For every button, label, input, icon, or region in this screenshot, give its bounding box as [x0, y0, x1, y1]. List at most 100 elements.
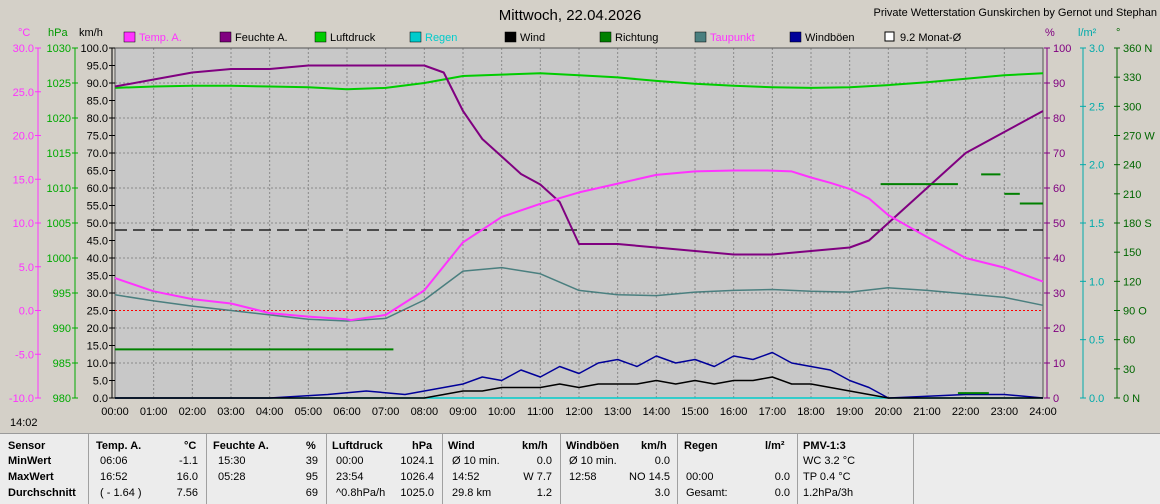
axis-tick-label-pressure: 995 — [53, 288, 71, 300]
x-tick-label: 01:00 — [140, 406, 168, 418]
axis-tick-label-humidity: 100 — [1053, 43, 1071, 55]
stats-maxwert-pmv: TP 0.4 °C — [803, 471, 851, 483]
stats-minwert-pres-t: 00:00 — [336, 455, 364, 467]
axis-tick-label-direction: 270 W — [1123, 131, 1155, 143]
stats-header-rain: Regen — [684, 440, 718, 452]
stats-durchschnitt-rain-t: Gesamt: — [686, 487, 728, 499]
legend-label-rain: Regen — [425, 32, 457, 44]
x-tick-label: 20:00 — [875, 406, 903, 418]
axis-tick-label-wind: 5.0 — [93, 376, 108, 388]
stats-maxwert-label: MaxWert — [8, 471, 54, 483]
axis-tick-label-temp: 10.0 — [13, 218, 34, 230]
series-line-wind — [115, 376, 1043, 399]
axis-tick-label-rain: 2.0 — [1089, 160, 1104, 172]
stats-durchschnitt-wind-v: 1.2 — [536, 487, 552, 499]
axis-tick-label-rain: 0.5 — [1089, 335, 1104, 347]
statistics-table: Sensor Temp. A. °C Feuchte A. % Luftdruc… — [0, 433, 1160, 504]
stats-divider — [913, 434, 914, 504]
stats-minwert-pres-v: 1024.1 — [400, 455, 434, 467]
stats-maxwert-gust-t: 12:58 — [569, 471, 597, 483]
axis-tick-label-wind: 30.0 — [87, 288, 108, 300]
axes: -10.0 -5.0 0.0 5.0 10.0 15.0 20.0 25.0 30.0 980 98… — [9, 43, 1155, 405]
legend-swatch-wind — [504, 31, 517, 43]
stats-header-pres-unit: hPa — [412, 440, 433, 452]
axis-tick-label-temp: 5.0 — [19, 262, 34, 274]
legend-label-temp: Temp. A. — [139, 32, 182, 44]
x-tick-label: 06:00 — [333, 406, 361, 418]
axis-tick-label-direction: 120 — [1123, 276, 1141, 288]
stats-maxwert-rain-t: 00:00 — [686, 471, 714, 483]
axis-tick-label-wind: 65.0 — [87, 166, 108, 178]
axis-tick-label-wind: 50.0 — [87, 218, 108, 230]
axis-tick-label-humidity: 20 — [1053, 323, 1065, 335]
stats-minwert-gust-v: 0.0 — [654, 455, 670, 467]
x-tick-label: 02:00 — [179, 406, 207, 418]
stats-durchschnitt-wind-t: 29.8 km — [452, 487, 492, 499]
axis-tick-label-pressure: 1030 — [47, 43, 71, 55]
stats-maxwert-wind-t: 14:52 — [452, 471, 480, 483]
axis-tick-label-humidity: 60 — [1053, 183, 1065, 195]
axis-tick-label-direction: 60 — [1123, 335, 1135, 347]
axis-tick-label-direction: 0 N — [1123, 393, 1140, 405]
x-tick-label: 19:00 — [836, 406, 864, 418]
legend-label-month: 9.2 Monat-Ø — [900, 32, 962, 44]
axis-tick-label-wind: 60.0 — [87, 183, 108, 195]
axis-tick-label-wind: 85.0 — [87, 96, 108, 108]
axis-tick-label-temp: 15.0 — [13, 174, 34, 186]
unit-rain: l/m² — [1078, 27, 1097, 39]
axis-tick-label-pressure: 980 — [53, 393, 71, 405]
axis-tick-label-rain: 2.5 — [1089, 101, 1104, 113]
unit-temp: °C — [18, 27, 30, 39]
stats-divider — [560, 434, 561, 504]
legend-label-hum: Feuchte A. — [235, 32, 288, 44]
stats-divider — [797, 434, 798, 504]
stats-maxwert-temp-t: 16:52 — [100, 471, 128, 483]
axis-tick-label-pressure: 1015 — [47, 148, 71, 160]
stats-header-temp: Temp. A. — [96, 440, 142, 452]
x-tick-label: 21:00 — [913, 406, 941, 418]
stats-maxwert-rain-v: 0.0 — [774, 471, 790, 483]
stats-minwert-hum-t: 15:30 — [218, 455, 246, 467]
stats-durchschnitt-temp-v: 7.56 — [176, 487, 198, 499]
axis-tick-label-wind: 20.0 — [87, 323, 108, 335]
stats-minwert-pmv: WC 3.2 °C — [803, 455, 856, 467]
axis-tick-label-wind: 10.0 — [87, 358, 108, 370]
unit-labels: °C hPa km/h % l/m² ° — [18, 27, 1120, 39]
stats-header-pmv: PMV-1:3 — [803, 440, 846, 452]
axis-tick-label-wind: 35.0 — [87, 271, 108, 283]
axis-tick-label-pressure: 1005 — [47, 218, 71, 230]
axis-tick-label-rain: 3.0 — [1089, 43, 1104, 55]
legend-swatch-gust — [789, 31, 802, 43]
axis-tick-label-direction: 330 — [1123, 72, 1141, 84]
legend-label-dir: Richtung — [615, 32, 658, 44]
x-tick-label: 23:00 — [991, 406, 1019, 418]
legend-label-pres: Luftdruck — [330, 32, 376, 44]
series-line-windböen — [115, 351, 1044, 399]
series-line-feuchte-a- — [114, 64, 1044, 256]
axis-tick-label-humidity: 10 — [1053, 358, 1065, 370]
axis-tick-label-wind: 100.0 — [80, 43, 108, 55]
axis-tick-label-direction: 300 — [1123, 101, 1141, 113]
axis-tick-label-wind: 45.0 — [87, 236, 108, 248]
axis-tick-label-wind: 95.0 — [87, 61, 108, 73]
series-line-temp-a- — [114, 169, 1044, 322]
stats-minwert-temp-t: 06:06 — [100, 455, 128, 467]
axis-tick-label-humidity: 40 — [1053, 253, 1065, 265]
x-tick-label: 16:00 — [720, 406, 748, 418]
stats-minwert-wind-t: Ø 10 min. — [452, 455, 500, 467]
axis-tick-label-pressure: 1020 — [47, 113, 71, 125]
stats-maxwert-pres-t: 23:54 — [336, 471, 364, 483]
legend-swatch-temp — [123, 31, 136, 43]
axis-tick-label-temp: 20.0 — [13, 131, 34, 143]
axis-tick-label-wind: 40.0 — [87, 253, 108, 265]
axis-tick-label-humidity: 80 — [1053, 113, 1065, 125]
x-tick-label: 18:00 — [797, 406, 825, 418]
stats-header-wind-unit: km/h — [522, 440, 548, 452]
x-tick-label: 09:00 — [449, 406, 477, 418]
legend-swatch-month — [884, 31, 895, 42]
stats-durchschnitt-pres-v: 1025.0 — [400, 487, 434, 499]
stats-durchschnitt-temp-t: ( - 1.64 ) — [100, 487, 142, 499]
x-tick-label: 17:00 — [759, 406, 787, 418]
axis-tick-label-temp: -10.0 — [9, 393, 34, 405]
stats-header-pres: Luftdruck — [332, 440, 383, 452]
